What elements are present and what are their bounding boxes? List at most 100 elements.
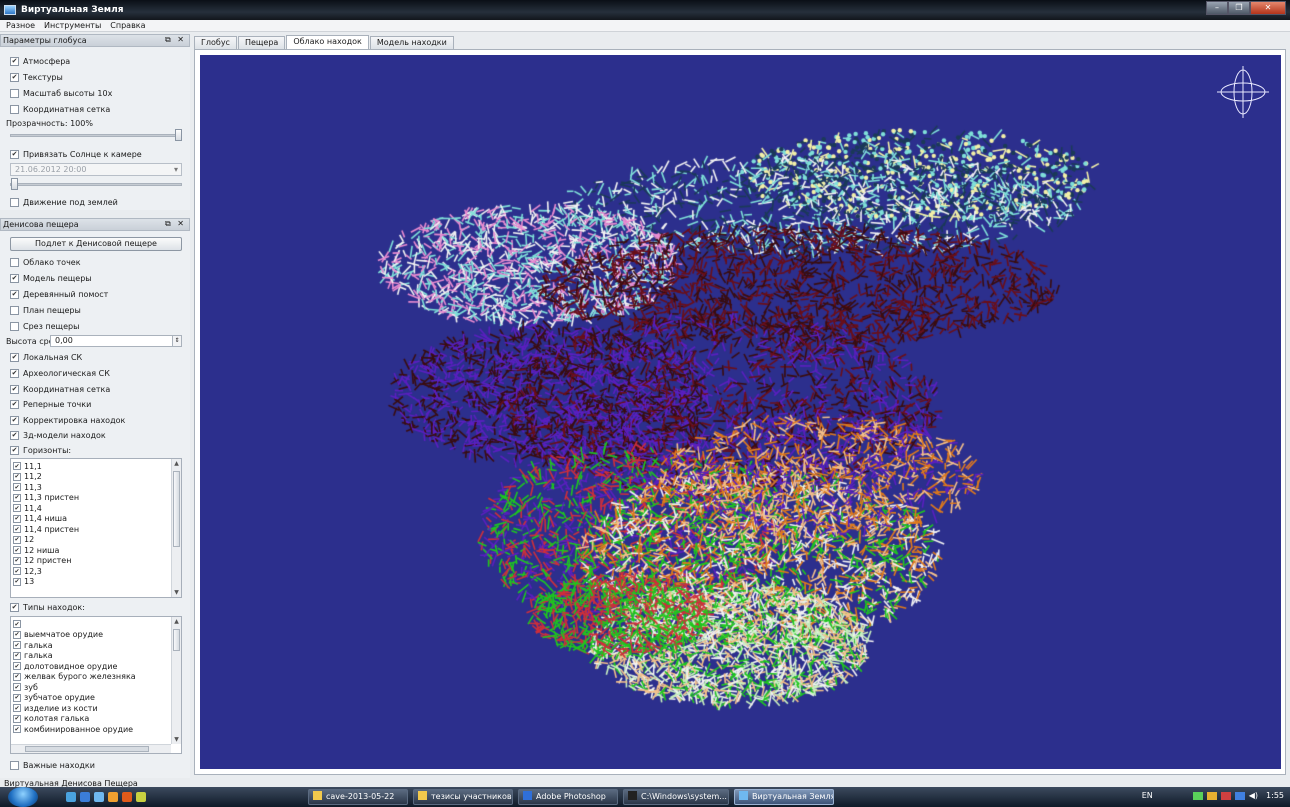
list-item[interactable]: ✔ 11,3 [13,482,42,492]
volume-icon[interactable]: ◀) [1248,791,1259,800]
panel-float-close-icons[interactable]: ⧉ ✕ [165,35,186,44]
list-item[interactable]: ✔ 11,4 пристен [13,524,80,534]
navigation-gizmo-icon[interactable] [200,55,1281,769]
horizons-checkbox[interactable]: ✔ Горизонты: [10,445,72,455]
app-icon[interactable] [136,792,146,802]
desktop-icon[interactable] [66,792,76,802]
reference-points-checkbox[interactable]: ✔ Реперные точки [10,399,92,409]
list-item[interactable]: ✔ 12 ниша [13,545,60,555]
cave-model-checkbox[interactable]: ✔ Модель пещеры [10,273,92,283]
types-hscrollbar[interactable] [11,744,171,753]
explorer-icon[interactable] [94,792,104,802]
cave-plan-checkbox[interactable]: План пещеры [10,304,81,316]
scrollbar-thumb[interactable] [173,629,180,651]
tray-icon[interactable] [1234,791,1245,800]
time-slider-handle[interactable] [11,178,18,190]
list-item[interactable]: ✔ долотовидное орудие [13,661,118,671]
height-scale-checkbox[interactable]: Масштаб высоты 10х [10,87,112,99]
important-finds-checkbox[interactable]: Важные находки [10,759,95,771]
media-icon[interactable] [108,792,118,802]
list-item[interactable]: ✔ 11,4 ниша [13,514,68,524]
finds-correction-checkbox[interactable]: ✔ Корректировка находок [10,415,126,425]
chevron-down-icon[interactable]: ▼ [174,589,179,596]
cave-grid-checkbox[interactable]: ✔ Координатная сетка [10,384,111,394]
close-icon[interactable]: ✕ [1250,1,1286,15]
list-item[interactable]: ✔ комбинированное орудие [13,724,134,734]
list-item[interactable]: ✔ 11,1 [13,461,42,471]
tab-globe[interactable]: Глобус [194,36,237,49]
chevron-down-icon: ▾ [173,165,178,174]
list-item[interactable]: ✔ желвак бурого железняка [13,672,136,682]
list-item[interactable]: ✔ 11,3 пристен [13,493,80,503]
finds-point-cloud[interactable] [200,55,1281,769]
fly-to-cave-button[interactable]: Подлет к Денисовой пещере [10,237,182,251]
checkbox-icon [10,104,19,114]
tray-icon[interactable] [1220,791,1231,800]
find-types-list[interactable]: ✔ ✔ выемчатое орудие ✔ галька ✔ галька ✔ дол… [10,616,182,754]
transparency-slider-handle[interactable] [175,129,182,141]
taskbar-item[interactable]: Adobe Photoshop [518,789,618,805]
app-icon[interactable] [122,792,132,802]
start-button-icon[interactable] [8,787,38,807]
archaeological-cs-checkbox[interactable]: ✔ Археологическая СК [10,368,110,378]
chevron-up-icon[interactable]: ▲ [174,618,179,625]
restore-icon[interactable]: ❐ [1228,1,1250,15]
list-item[interactable]: ✔ 12,3 [13,566,42,576]
tab-finds-cloud[interactable]: Облако находок [286,35,369,49]
scrollbar-thumb[interactable] [25,746,149,752]
minimize-icon[interactable]: – [1206,1,1228,15]
types-scrollbar[interactable]: ▲ ▼ [171,617,181,744]
taskbar-item[interactable]: Виртуальная Земля [734,789,834,805]
spinner-arrows-icon[interactable]: ⇕ [172,336,181,346]
textures-checkbox[interactable]: ✔ Текстуры [10,72,63,82]
taskbar-item[interactable]: тезисы участников [413,789,513,805]
menu-tools[interactable]: Инструменты [44,21,102,30]
list-item[interactable]: ✔ галька [13,640,53,650]
chevron-up-icon[interactable]: ▲ [174,460,179,467]
list-item[interactable]: ✔ зуб [13,682,38,692]
list-item[interactable]: ✔ 12 [13,535,35,545]
local-cs-checkbox[interactable]: ✔ Локальная СК [10,352,83,362]
time-slider[interactable] [10,183,182,186]
finds-3d-models-checkbox[interactable]: ✔ 3д-модели находок [10,430,106,440]
list-item[interactable]: ✔ изделие из кости [13,703,98,713]
horizons-scrollbar[interactable]: ▲ ▼ [171,459,181,597]
tab-cave[interactable]: Пещера [237,36,286,49]
list-item[interactable]: ✔ [11,619,181,630]
tab-find-model[interactable]: Модель находки [369,36,454,49]
tray-icon[interactable] [1206,791,1217,800]
list-item[interactable]: ✔ 11,4 [13,503,42,513]
list-item[interactable]: ✔ галька [13,651,53,661]
list-item[interactable]: ✔ 11,2 [13,472,42,482]
wooden-platform-checkbox[interactable]: ✔ Деревянный помост [10,289,109,299]
point-cloud-checkbox[interactable]: Облако точек [10,256,81,268]
scrollbar-thumb[interactable] [173,471,180,547]
globe-grid-checkbox[interactable]: Координатная сетка [10,103,110,115]
taskbar-item[interactable]: cave-2013-05-22 [308,789,408,805]
find-types-checkbox[interactable]: ✔ Типы находок: [10,602,85,612]
transparency-slider[interactable] [10,134,182,137]
atmosphere-checkbox[interactable]: ✔ Атмосфера [10,56,71,66]
menu-misc[interactable]: Разное [6,21,36,30]
list-item[interactable]: ✔ 13 [13,577,35,587]
datetime-field[interactable]: 21.06.2012 20:00 ▾ [10,163,182,176]
list-item[interactable]: ✔ колотая галька [13,714,90,724]
list-item[interactable]: ✔ выемчатое орудие [13,630,103,640]
clock[interactable]: 1:55 [1266,791,1284,800]
chevron-down-icon[interactable]: ▼ [174,736,179,743]
app-icon [739,791,748,800]
network-icon[interactable] [1192,791,1203,800]
list-item[interactable]: ✔ 12 пристен [13,556,72,566]
slice-height-input[interactable]: 0,00 ⇕ [50,335,182,347]
language-indicator[interactable]: EN [1141,791,1153,800]
horizons-list[interactable]: ✔ 11,1 ✔ 11,2 ✔ 11,3 ✔ 11,3 пристен ✔ 11,4 ✔ 1… [10,458,182,598]
list-item[interactable]: ✔ зубчатое орудие [13,693,95,703]
cave-slice-checkbox[interactable]: Срез пещеры [10,320,79,332]
menu-help[interactable]: Справка [110,21,146,30]
3d-viewport[interactable] [200,55,1281,769]
bind-sun-checkbox[interactable]: ✔ Привязать Солнце к камере [10,149,142,159]
taskbar-item[interactable]: C:\Windows\system... [623,789,729,805]
underground-checkbox[interactable]: Движение под землей [10,196,118,208]
browser-icon[interactable] [80,792,90,802]
panel-float-close-icons[interactable]: ⧉ ✕ [165,219,186,228]
